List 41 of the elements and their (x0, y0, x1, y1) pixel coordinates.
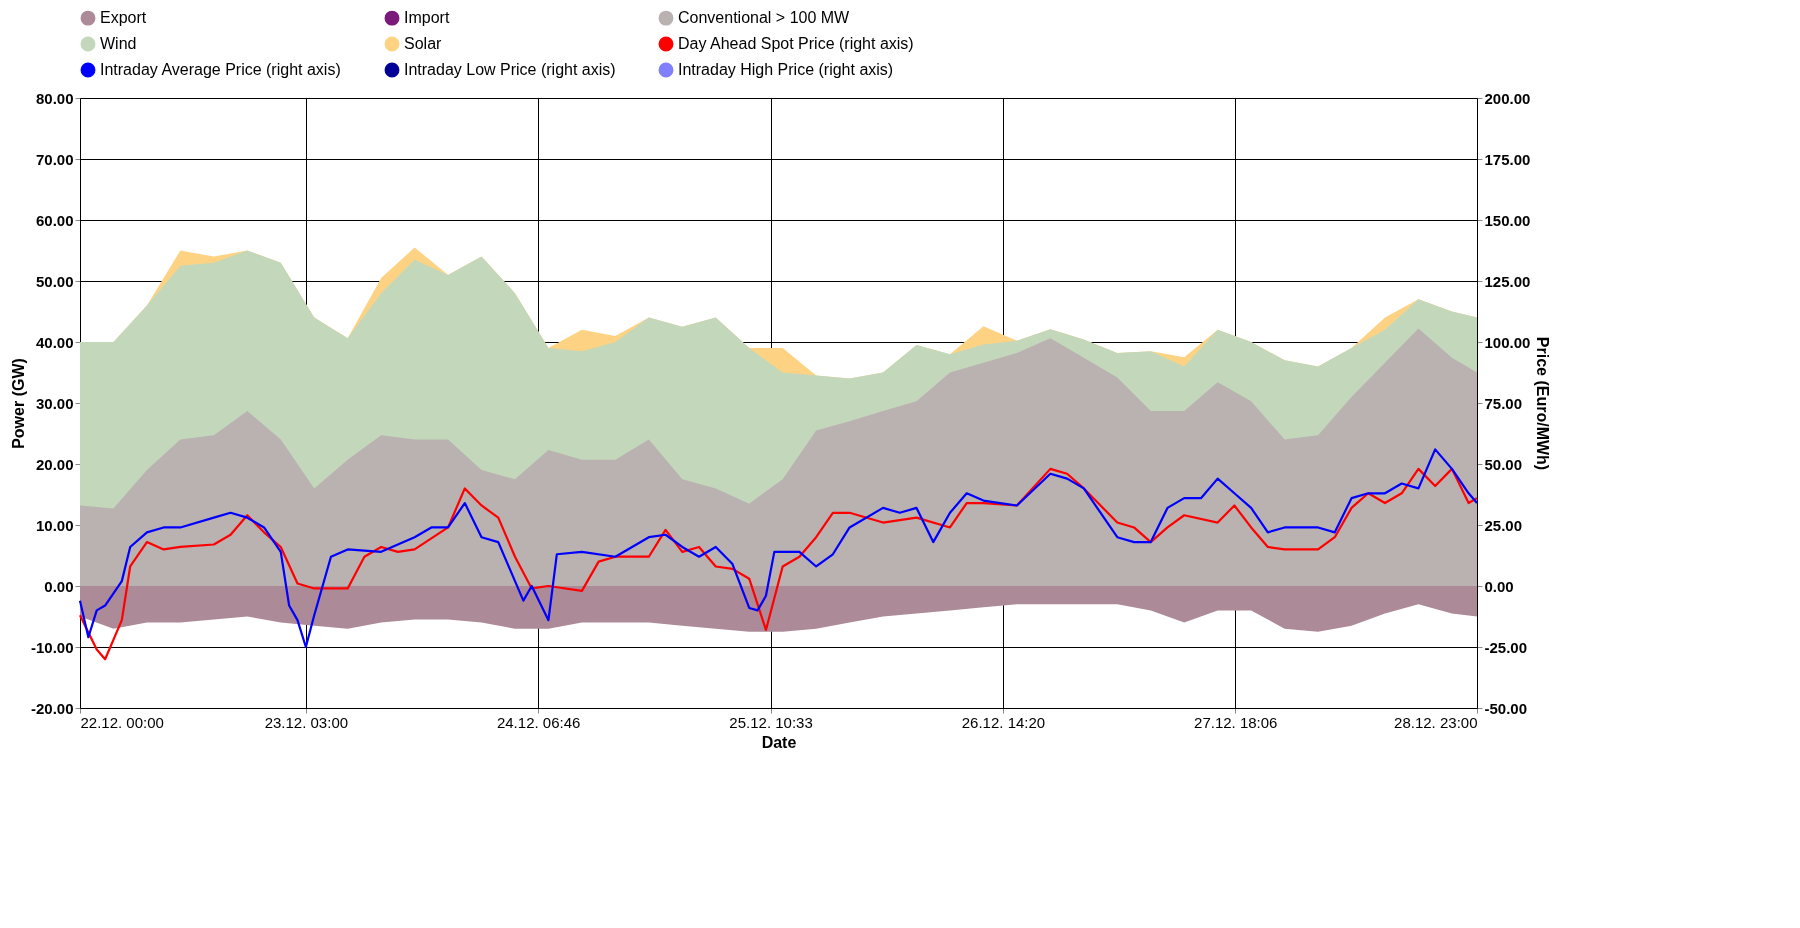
y-tick-label: 80.00 (35, 89, 74, 107)
x-tick-label: 23.12. 03:00 (264, 713, 349, 731)
legend-label: Intraday Low Price (right axis) (404, 61, 616, 78)
x-tick-label: 25.12. 10:33 (729, 713, 813, 731)
y2-tick-label: 0.00 (1484, 577, 1514, 595)
x-tick-label: 22.12. 00:00 (80, 713, 164, 731)
y-axis-title: Power (GW) (9, 358, 27, 449)
y2-tick-label: 100.00 (1484, 333, 1531, 351)
y2-tick-label: -50.00 (1484, 699, 1528, 717)
y-tick-label: 40.00 (35, 333, 74, 351)
y-tick-label: 0.00 (44, 577, 74, 595)
y2-tick-label: 50.00 (1484, 455, 1523, 473)
y-tick-label: 50.00 (35, 272, 74, 290)
x-tick-label: 28.12. 23:00 (1394, 713, 1478, 731)
y-tick-label: -10.00 (30, 638, 74, 656)
y-tick-label: -20.00 (30, 699, 74, 717)
legend-label: Wind (100, 35, 137, 52)
y2-tick-label: 200.00 (1484, 89, 1531, 107)
legend-label: Day Ahead Spot Price (right axis) (678, 35, 914, 52)
legend-label: Intraday Average Price (right axis) (100, 61, 341, 78)
y-tick-label: 10.00 (35, 516, 74, 534)
y2-axis-title: Price (Euro/MWh) (1534, 336, 1552, 471)
y-tick-label: 70.00 (35, 150, 74, 168)
legend-label: Export (100, 9, 147, 27)
legend-label: Intraday High Price (right axis) (678, 61, 894, 78)
y-tick-label: 60.00 (35, 211, 74, 229)
legend-label: Import (404, 9, 450, 27)
x-tick-label: 26.12. 14:20 (961, 713, 1046, 731)
legend-label: Solar (404, 35, 443, 52)
x-tick-label: 27.12. 18:06 (1194, 713, 1278, 731)
y2-tick-label: 25.00 (1484, 516, 1523, 534)
y2-tick-label: 125.00 (1484, 272, 1531, 290)
y2-tick-label: -25.00 (1484, 638, 1528, 656)
x-tick-label: 24.12. 06:46 (496, 713, 581, 731)
y2-tick-label: 175.00 (1484, 150, 1531, 168)
y2-tick-label: 150.00 (1484, 211, 1531, 229)
y-tick-label: 20.00 (35, 455, 74, 473)
legend-label: Conventional > 100 MW (678, 9, 851, 27)
y-tick-label: 30.00 (35, 394, 74, 412)
y2-tick-label: 75.00 (1484, 394, 1523, 412)
x-axis-title: Date (761, 733, 797, 751)
